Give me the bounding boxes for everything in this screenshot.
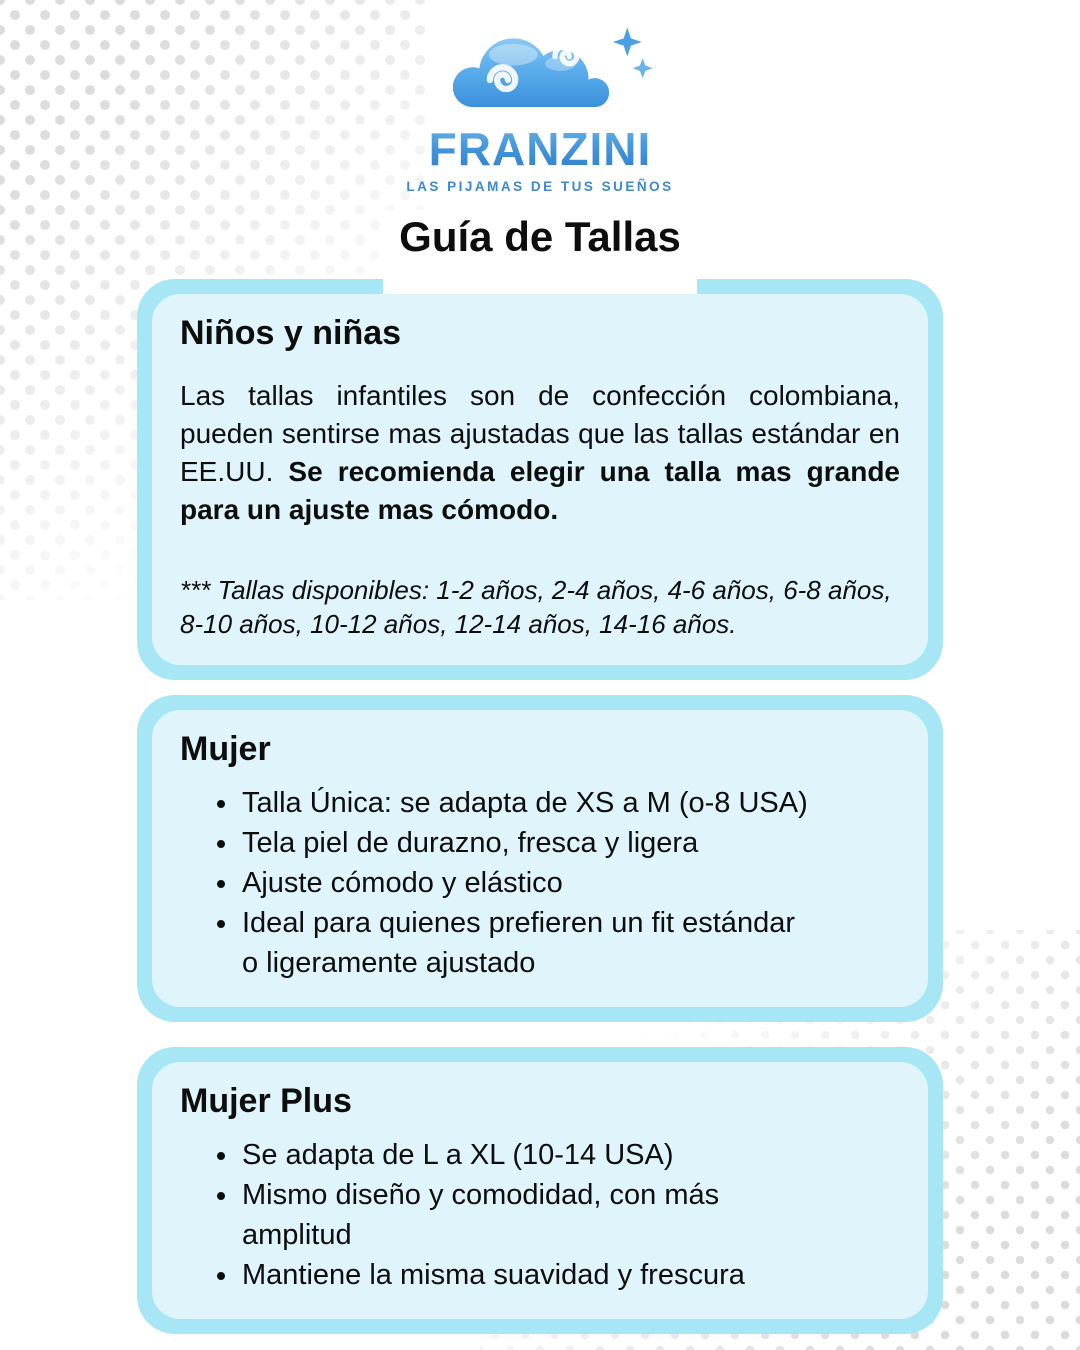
card-women-sizes: Mujer Talla Única: se adapta de XS a M (… — [137, 695, 943, 1022]
page-title: Guía de Tallas — [383, 210, 697, 294]
list-item: Mismo diseño y comodidad, con más amplit… — [240, 1175, 900, 1255]
list-item: Talla Única: se adapta de XS a M (o-8 US… — [240, 783, 900, 823]
list-item: Mantiene la misma suavidad y frescura — [240, 1255, 900, 1295]
card-women-bullet-list: Talla Única: se adapta de XS a M (o-8 US… — [180, 783, 900, 983]
list-item: Ajuste cómodo y elástico — [240, 863, 900, 903]
brand-tagline: LAS PIJAMAS DE TUS SUEÑOS — [406, 179, 674, 194]
list-item: Tela piel de durazno, fresca y ligera — [240, 823, 900, 863]
card-women-plus-heading: Mujer Plus — [180, 1082, 352, 1120]
brand-wordmark: FRANZINI — [428, 123, 652, 175]
list-item: Ideal para quienes prefieren un fit está… — [240, 903, 900, 983]
card-women-plus-inner: Mujer Plus Se adapta de L a XL (10-14 US… — [152, 1062, 928, 1319]
card-women-heading: Mujer — [180, 730, 271, 768]
title-band: Guía de Tallas — [0, 210, 1080, 294]
card-kids-available-sizes-note: *** Tallas disponibles: 1-2 años, 2-4 añ… — [180, 575, 892, 639]
cloud-with-sparkles-icon — [452, 27, 653, 108]
card-kids-inner: Niños y niñas Las tallas infantiles son … — [152, 294, 928, 665]
card-kids-heading: Niños y niñas — [180, 314, 402, 352]
card-kids-sizes: Niños y niñas Las tallas infantiles son … — [137, 279, 943, 680]
card-women-plus-sizes: Mujer Plus Se adapta de L a XL (10-14 US… — [137, 1047, 943, 1334]
list-item: Se adapta de L a XL (10-14 USA) — [240, 1135, 900, 1175]
card-women-plus-bullet-list: Se adapta de L a XL (10-14 USA) Mismo di… — [180, 1135, 900, 1295]
card-women-inner: Mujer Talla Única: se adapta de XS a M (… — [152, 710, 928, 1007]
sparkle-icon-large — [612, 27, 642, 57]
sparkle-icon-small — [632, 58, 653, 79]
card-kids-paragraph-bold: Se recomienda elegir una talla mas grand… — [180, 456, 900, 525]
brand-logo: FRANZINI LAS PIJAMAS DE TUS SUEÑOS — [0, 0, 1080, 194]
card-kids-paragraph: Las tallas infantiles son de confección … — [180, 377, 900, 529]
